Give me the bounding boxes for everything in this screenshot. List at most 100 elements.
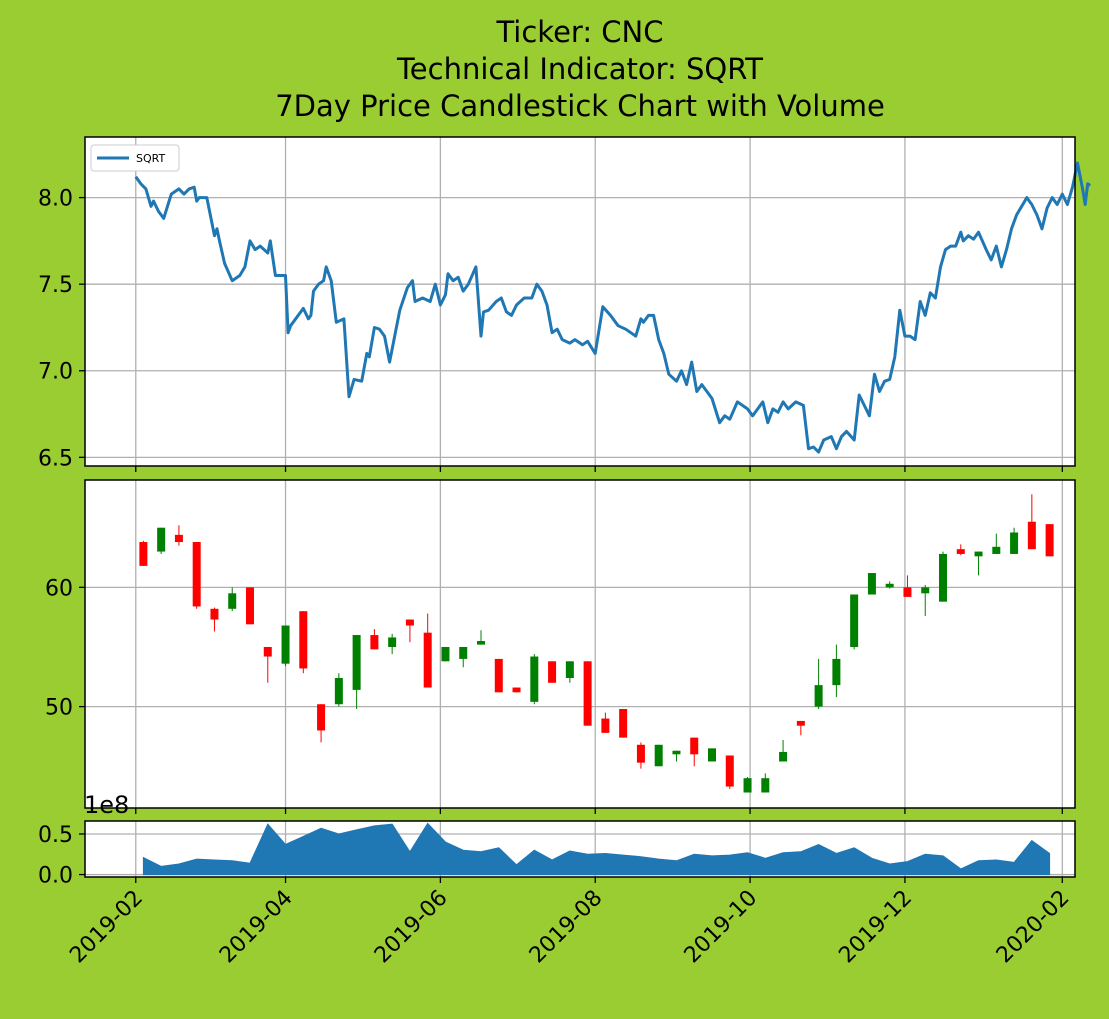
candle — [192, 542, 201, 609]
candle-body — [139, 542, 148, 566]
candle — [761, 773, 770, 793]
candle-body — [619, 709, 628, 738]
candle-body — [832, 658, 841, 686]
candle-body — [388, 637, 397, 647]
x-tick-label: 2019-10 — [680, 886, 763, 969]
legend: SQRT — [90, 144, 180, 172]
x-tick-label: 2019-02 — [65, 886, 148, 969]
y-tick-label: 8.0 — [38, 187, 73, 212]
y-tick-label: 6.5 — [38, 446, 73, 471]
candle — [619, 709, 628, 738]
indicator-frame — [84, 136, 1076, 467]
price-frame — [84, 479, 1076, 809]
candle — [565, 661, 574, 683]
candle — [246, 587, 254, 625]
candle-body — [192, 542, 201, 607]
candle — [317, 704, 326, 743]
candle-body — [992, 546, 1001, 554]
candle — [974, 551, 983, 576]
candle-body — [405, 619, 414, 626]
candle-body — [423, 632, 432, 688]
candle-body — [814, 685, 823, 707]
candle — [885, 581, 894, 589]
candle — [779, 740, 788, 762]
candle-body — [743, 778, 752, 793]
candle — [228, 587, 237, 612]
candle — [1027, 494, 1036, 550]
candle — [601, 712, 610, 733]
candle — [530, 654, 539, 705]
candle — [832, 644, 841, 698]
candle — [405, 619, 414, 643]
indicator-x-tick-marks — [135, 466, 1063, 472]
candle — [423, 613, 432, 688]
candle-body — [334, 677, 343, 705]
candle — [299, 611, 308, 674]
candle-body — [299, 611, 308, 669]
candle — [867, 573, 876, 595]
candle-body — [974, 551, 983, 557]
candle-body — [939, 553, 947, 602]
price-y-axis: 50 60 — [45, 576, 85, 721]
candle-body — [548, 661, 557, 683]
legend-label: SQRT — [136, 152, 165, 165]
candle-body — [494, 658, 503, 693]
candle — [494, 658, 503, 693]
candle — [157, 527, 166, 554]
candle — [334, 673, 343, 707]
candle-body — [228, 593, 237, 609]
candle-body — [352, 635, 361, 690]
candle-body — [530, 656, 539, 702]
candle — [636, 742, 645, 769]
candle-body — [1045, 524, 1054, 557]
indicator-plot-area — [85, 137, 1075, 466]
candle-body — [761, 778, 770, 793]
candle-body — [690, 737, 699, 755]
x-tick-label: 2019-08 — [525, 886, 608, 969]
candle-body — [708, 748, 716, 762]
indicator-y-axis: 6.5 7.0 7.5 8.0 — [38, 187, 85, 471]
candle — [708, 748, 716, 762]
candle-body — [565, 661, 574, 678]
chart-title: Ticker: CNC Technical Indicator: SQRT 7D… — [0, 14, 1109, 125]
candle-body — [477, 641, 485, 645]
candle-body — [317, 704, 326, 731]
volume-y-axis: 0.0 0.5 — [38, 823, 85, 888]
candle-body — [850, 594, 859, 647]
candle — [796, 720, 805, 736]
candle-body — [636, 744, 645, 763]
candle-body — [210, 608, 219, 620]
title-line-ticker: Ticker: CNC — [496, 15, 664, 49]
candle-body — [441, 646, 450, 662]
candle — [548, 661, 557, 683]
volume-panel: 0.00.5 2019-02 2019-04 2019-06 2019-08 2019-… — [38, 791, 1076, 969]
indicator-panel: 6.5 7.0 7.5 8.0 SQRT — [38, 136, 1092, 472]
candle — [477, 630, 485, 645]
candle — [512, 687, 521, 693]
candle-body — [867, 573, 876, 595]
candle-body — [1010, 532, 1019, 554]
candle — [654, 744, 663, 767]
candle-body — [459, 646, 468, 659]
date-x-axis: 2019-02 2019-04 2019-06 2019-08 2019-10 2019-… — [65, 877, 1075, 969]
candle — [725, 755, 734, 789]
candle-body — [370, 635, 379, 650]
candle-body — [672, 750, 681, 755]
candle — [210, 607, 219, 632]
candle-body — [725, 755, 734, 787]
candle-body — [157, 527, 166, 552]
candle — [583, 661, 592, 726]
candle — [921, 584, 930, 616]
candle — [459, 646, 468, 668]
x-tick-label: 2020-02 — [992, 886, 1075, 969]
candle — [992, 533, 1001, 554]
candle-body — [601, 718, 610, 733]
y-tick-label: 7.5 — [38, 273, 73, 298]
title-line-description: 7Day Price Candlestick Chart with Volume — [275, 89, 885, 123]
candle-body — [796, 720, 805, 726]
candle-body — [281, 625, 290, 664]
candle-body — [174, 534, 183, 543]
candle-body — [583, 661, 592, 726]
